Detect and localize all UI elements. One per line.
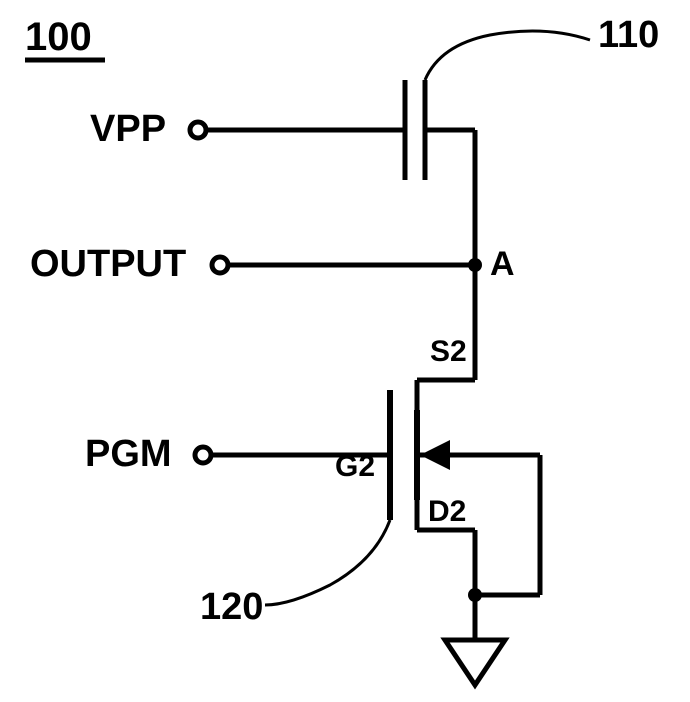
pgm-terminal: [195, 447, 211, 463]
reference-number: 100: [25, 15, 92, 60]
pgm-label: PGM: [85, 433, 172, 476]
callout-120-label: 120: [200, 586, 263, 629]
vpp-terminal: [190, 122, 206, 138]
s2-label: S2: [430, 335, 467, 369]
circuit-diagram: [0, 0, 690, 702]
node-a-label: A: [490, 245, 515, 284]
output-label: OUTPUT: [30, 243, 186, 286]
vpp-label: VPP: [90, 108, 166, 151]
callout-110-line: [425, 31, 590, 80]
ground-symbol: [445, 640, 505, 685]
output-terminal: [212, 257, 228, 273]
callout-120-line: [265, 520, 390, 605]
transistor-arrow: [420, 440, 450, 470]
callout-110-label: 110: [598, 14, 659, 57]
d2-label: D2: [428, 495, 466, 529]
g2-label: G2: [335, 450, 375, 484]
